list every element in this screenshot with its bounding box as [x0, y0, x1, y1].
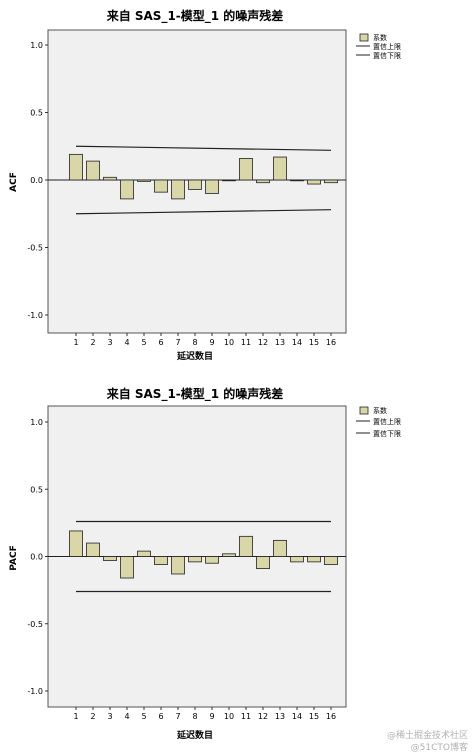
acf-y-tick-label: 0.5: [30, 109, 43, 118]
acf-lower-limit-line: [75, 209, 332, 215]
acf-y-tick-label: -0.5: [27, 244, 43, 253]
acf-bar: [256, 179, 270, 184]
pacf-x-tick-label: 13: [275, 712, 285, 721]
pacf-bar: [256, 556, 270, 570]
pacf-x-tick-label: 11: [241, 712, 251, 721]
pacf-x-tick-label: 8: [192, 712, 197, 721]
acf-x-tick-label: 11: [241, 338, 251, 347]
acf-bar: [188, 179, 202, 190]
acf-legend: 系数 置信上限 置信下限: [356, 33, 401, 60]
pacf-y-tick-label: -0.5: [27, 620, 43, 629]
pacf-bar: [86, 542, 100, 557]
acf-x-tick-label: 14: [292, 338, 302, 347]
pacf-x-tick-label: 5: [141, 712, 146, 721]
acf-x-tick-label: 16: [326, 338, 336, 347]
acf-legend-label-lower: 置信下限: [373, 51, 401, 60]
acf-x-tick-label: 2: [90, 338, 95, 347]
acf-chart-title: 来自 SAS_1-模型_1 的噪声残差: [106, 8, 284, 24]
pacf-bar: [307, 556, 321, 563]
acf-x-tick-label: 6: [158, 338, 163, 347]
pacf-legend-label-coef: 系数: [373, 406, 387, 415]
acf-bar: [239, 157, 253, 181]
acf-bar: [307, 179, 321, 185]
acf-x-tick-label: 7: [175, 338, 180, 347]
pacf-x-tick-label: 7: [175, 712, 180, 721]
pacf-x-tick-label: 15: [309, 712, 319, 721]
pacf-bar: [137, 550, 151, 557]
pacf-bar: [171, 556, 185, 575]
pacf-x-axis-label: 延迟数目: [176, 729, 213, 741]
acf-y-tick-label: 0.0: [30, 176, 43, 185]
pacf-bar: [324, 556, 338, 565]
pacf-legend-label-upper: 置信上限: [373, 417, 401, 426]
pacf-x-tick-label: 3: [107, 712, 112, 721]
pacf-x-tick-label: 2: [90, 712, 95, 721]
pacf-x-tick-label: 6: [158, 712, 163, 721]
pacf-bar: [205, 556, 219, 564]
acf-x-tick-label: 4: [124, 338, 129, 347]
acf-bar: [137, 179, 151, 182]
pacf-x-tick-label: 14: [292, 712, 302, 721]
pacf-y-tick-label: 0.0: [30, 553, 43, 562]
acf-x-tick-label: 9: [209, 338, 214, 347]
acf-x-tick-label: 5: [141, 338, 146, 347]
pacf-y-tick-label: -1.0: [27, 687, 43, 696]
acf-legend-label-upper: 置信上限: [373, 42, 401, 51]
pacf-legend-swatch-coef: [359, 406, 369, 415]
pacf-x-tick-label: 12: [258, 712, 268, 721]
acf-bar: [69, 153, 83, 181]
acf-x-tick-label: 3: [107, 338, 112, 347]
acf-x-tick-label: 1: [73, 338, 78, 347]
acf-x-tick-label: 13: [275, 338, 285, 347]
watermark-juejin: @稀土掘金技术社区: [387, 729, 468, 741]
pacf-bar: [273, 539, 287, 557]
pacf-x-tick-label: 10: [224, 712, 234, 721]
pacf-bar: [290, 556, 304, 563]
pacf-bar: [154, 556, 168, 565]
pacf-legend: 系数 置信上限 置信下限: [356, 406, 401, 438]
acf-bar: [290, 179, 304, 182]
pacf-chart-title: 来自 SAS_1-模型_1 的噪声残差: [106, 386, 284, 402]
acf-y-tick-label: -1.0: [27, 311, 43, 320]
acf-bar: [273, 156, 287, 181]
acf-bar: [154, 179, 168, 193]
pacf-bar: [239, 535, 253, 557]
acf-legend-swatch-coef: [359, 33, 369, 42]
pacf-x-tick-label: 9: [209, 712, 214, 721]
acf-bar: [324, 179, 338, 184]
pacf-y-tick-label: 1.0: [30, 418, 43, 427]
pacf-y-axis-label: PACF: [9, 545, 19, 571]
acf-bar: [171, 179, 185, 200]
pacf-legend-label-lower: 置信下限: [373, 429, 401, 438]
pacf-x-tick-label: 16: [326, 712, 336, 721]
pacf-bar: [120, 556, 134, 579]
acf-y-axis-label: ACF: [9, 172, 19, 192]
acf-x-tick-label: 12: [258, 338, 268, 347]
acf-bar: [222, 179, 236, 182]
acf-bar: [86, 160, 100, 181]
acf-upper-limit-line: [75, 145, 332, 151]
pacf-bar: [188, 556, 202, 563]
watermark-51cto: @51CTO博客: [411, 741, 468, 753]
acf-x-tick-label: 15: [309, 338, 319, 347]
pacf-y-tick-label: 0.5: [30, 485, 43, 494]
acf-x-axis-label: 延迟数目: [176, 350, 213, 362]
pacf-bar: [103, 556, 117, 561]
pacf-x-tick-label: 4: [124, 712, 129, 721]
acf-bar: [205, 179, 219, 194]
pacf-bar: [69, 530, 83, 557]
acf-bar: [120, 179, 134, 200]
acf-x-tick-label: 8: [192, 338, 197, 347]
acf-legend-label-coef: 系数: [373, 33, 387, 42]
acf-bar: [103, 176, 117, 181]
pacf-bar: [222, 553, 236, 557]
pacf-x-tick-label: 1: [73, 712, 78, 721]
acf-y-tick-label: 1.0: [30, 41, 43, 50]
acf-x-tick-label: 10: [224, 338, 234, 347]
